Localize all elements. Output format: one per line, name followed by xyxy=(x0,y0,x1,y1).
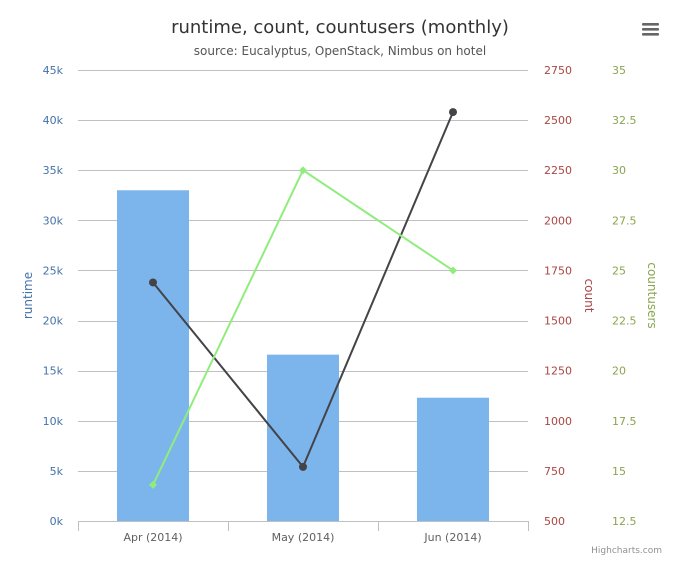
countusers-axis-tick-label: 22.5 xyxy=(612,315,637,328)
count-axis-tick-label: 1500 xyxy=(544,315,572,328)
runtime-axis-tick-label: 15k xyxy=(43,365,64,378)
chart-title: runtime, count, countusers (monthly) xyxy=(171,17,509,38)
count-axis-tick-label: 2750 xyxy=(544,64,572,77)
runtime-bars xyxy=(117,190,489,521)
countusers-axis-tick-label: 15 xyxy=(612,465,626,478)
axes: Apr (2014) May (2014) Jun (2014) 0k 5k 10k 15k… xyxy=(21,64,659,544)
runtime-axis-tick-label: 30k xyxy=(43,214,64,227)
runtime-bar[interactable] xyxy=(267,354,339,521)
credits-link[interactable]: Highcharts.com xyxy=(591,546,662,556)
runtime-axis-tick-label: 45k xyxy=(43,64,64,77)
hamburger-menu-icon[interactable] xyxy=(638,18,662,40)
x-axis-label: Jun (2014) xyxy=(423,531,481,544)
x-axis-label: May (2014) xyxy=(272,531,335,544)
count-axis-tick-label: 2500 xyxy=(544,114,572,127)
count-axis-tick-label: 2250 xyxy=(544,164,572,177)
countusers-axis-tick-label: 27.5 xyxy=(612,214,637,227)
count-axis-tick-label: 500 xyxy=(544,515,565,528)
count-point[interactable] xyxy=(299,462,307,471)
runtime-axis-tick-label: 5k xyxy=(50,465,64,478)
runtime-axis-tick-label: 0k xyxy=(50,515,64,528)
count-axis-tick-label: 1000 xyxy=(544,415,572,428)
runtime-axis-title: runtime xyxy=(21,272,35,319)
runtime-bar[interactable] xyxy=(117,190,189,521)
count-axis-tick-label: 1250 xyxy=(544,365,572,378)
countusers-axis-tick-label: 20 xyxy=(612,365,626,378)
count-axis-tick-label: 2000 xyxy=(544,214,572,227)
count-axis-title: count xyxy=(582,279,596,313)
count-point[interactable] xyxy=(449,108,457,117)
countusers-point[interactable] xyxy=(299,166,307,175)
runtime-axis-tick-label: 25k xyxy=(43,264,64,277)
countusers-axis-tick-label: 17.5 xyxy=(612,415,637,428)
countusers-point[interactable] xyxy=(449,266,457,275)
countusers-axis-tick-label: 30 xyxy=(612,164,626,177)
runtime-axis-tick-label: 10k xyxy=(43,415,64,428)
countusers-axis-tick-label: 35 xyxy=(612,64,626,77)
count-axis-tick-label: 750 xyxy=(544,465,565,478)
runtime-axis-tick-label: 40k xyxy=(43,114,64,127)
count-axis-tick-label: 1750 xyxy=(544,264,572,277)
series-lines xyxy=(149,108,457,489)
countusers-point[interactable] xyxy=(149,480,157,489)
runtime-axis-tick-label: 20k xyxy=(43,315,64,328)
countusers-axis-title: countusers xyxy=(645,262,659,328)
runtime-bar[interactable] xyxy=(417,397,489,521)
chart-subtitle: source: Eucalyptus, OpenStack, Nimbus on… xyxy=(194,44,486,58)
count-point[interactable] xyxy=(149,278,157,287)
x-axis-label: Apr (2014) xyxy=(123,531,182,544)
countusers-axis-tick-label: 32.5 xyxy=(612,114,637,127)
countusers-axis-tick-label: 12.5 xyxy=(612,515,637,528)
countusers-axis-tick-label: 25 xyxy=(612,264,626,277)
runtime-axis-tick-label: 35k xyxy=(43,164,64,177)
